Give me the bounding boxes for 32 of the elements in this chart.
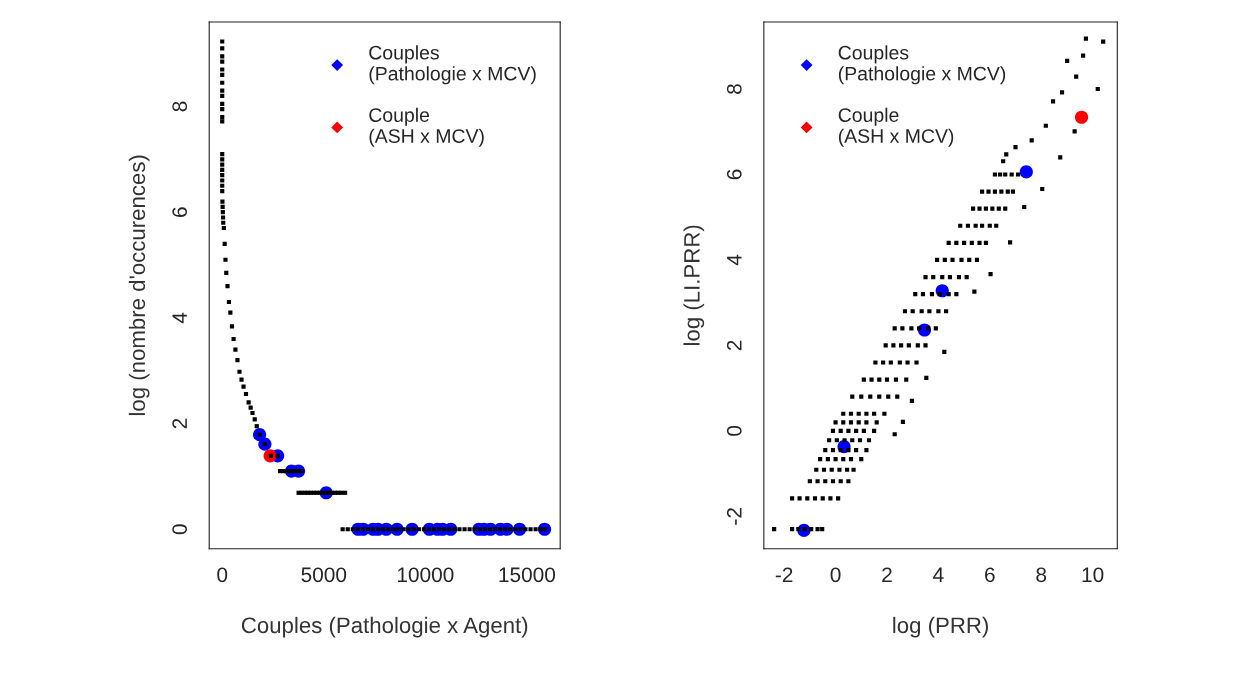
x-tick-label: 6 [985,567,995,583]
y-tick-label: 0 [726,425,742,436]
x-tick-label: 2 [882,567,892,582]
x-tick-label: -2 [775,567,793,582]
y-tick-label: 4 [172,312,187,324]
y-tick-label: 2 [172,418,187,429]
legend-label: Couples (Pathologie x MCV) [369,45,536,85]
x-tick-label: 0 [217,567,228,583]
y-tick-label: 4 [727,254,742,266]
point [1019,165,1033,179]
legend-label: Couples (Pathologie x MCV) [838,45,1006,85]
x-tick-label: 10000 [397,567,454,583]
y-tick-label: -2 [726,508,742,525]
x-tick-label: 5000 [301,567,347,583]
legend-label: Couple (ASH x MCV) [838,107,954,147]
x-axis-title: log (PRR) [893,616,988,638]
y-tick-label: 0 [172,524,188,535]
y-tick-label: 6 [172,207,188,217]
y-tick-label: 2 [726,340,742,351]
x-tick-label: 10 [1082,567,1104,583]
point [1074,110,1089,124]
x-tick-label: 0 [830,567,841,583]
y-axis-title: log (LI.PRR) [683,225,705,345]
y-tick-label: 8 [172,101,188,112]
y-tick-label: 6 [726,169,742,180]
x-tick-label: 15000 [499,567,556,583]
x-tick-label: 4 [933,567,944,582]
y-axis-title: log (nombre d'occurences) [128,155,150,416]
x-tick-label: 8 [1036,567,1047,583]
x-axis-title: Couples (Pathologie x Agent) [241,616,528,638]
legend-label: Couple (ASH x MCV) [369,107,484,147]
y-tick-label: 8 [726,84,742,94]
